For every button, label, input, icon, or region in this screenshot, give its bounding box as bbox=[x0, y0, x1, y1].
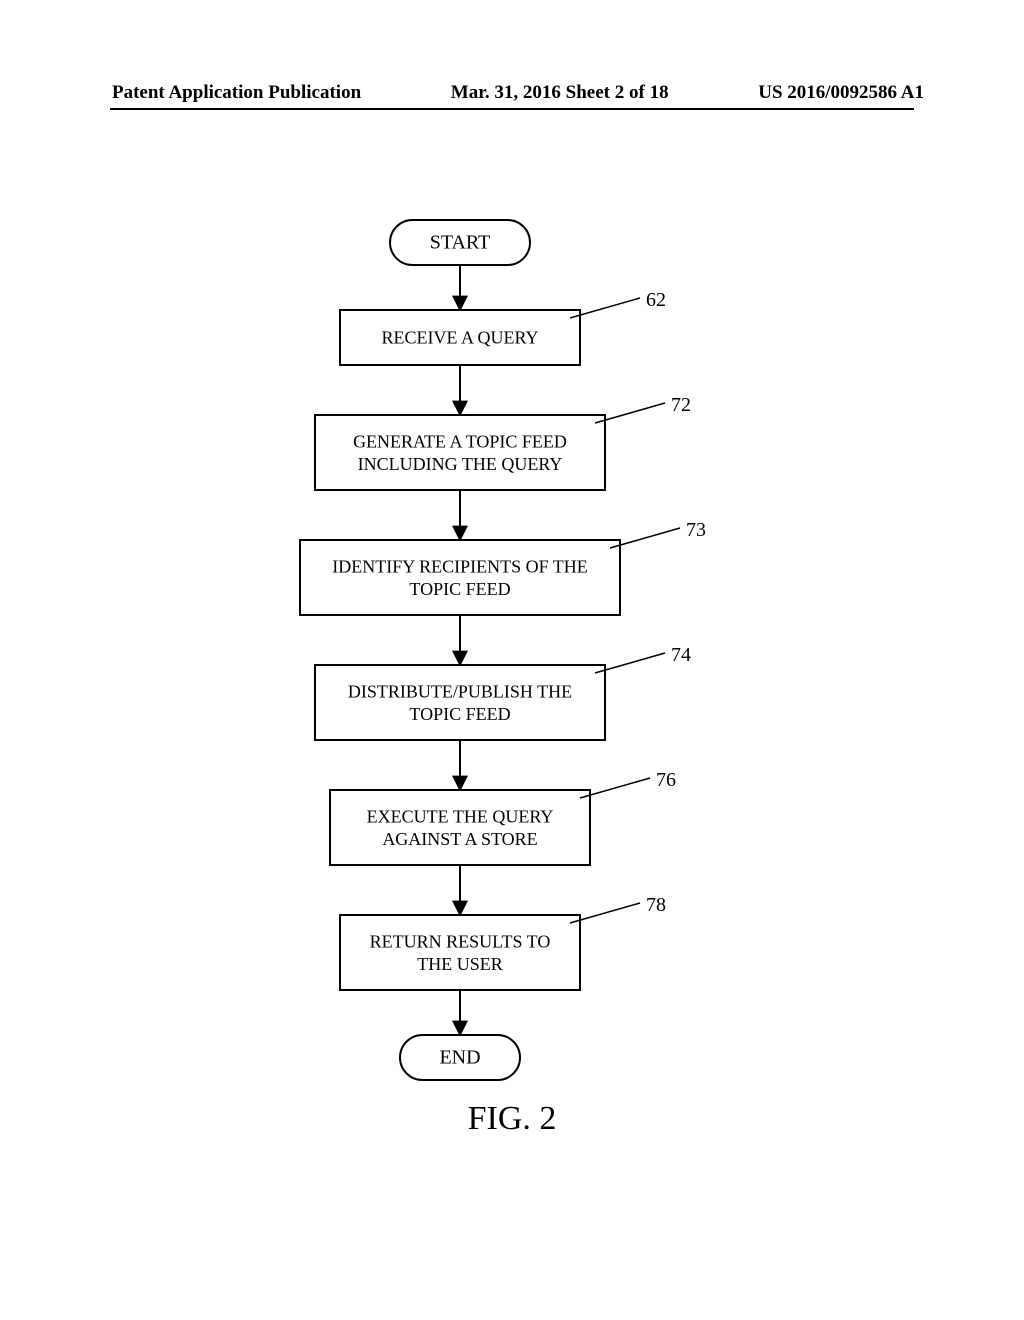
process-box-78 bbox=[340, 915, 580, 990]
process-label-62: RECEIVE A QUERY bbox=[381, 328, 538, 348]
flowchart-container: STARTRECEIVE A QUERY62GENERATE A TOPIC F… bbox=[0, 190, 1024, 1090]
ref-number-78: 78 bbox=[646, 894, 666, 916]
figure-caption: FIG. 2 bbox=[0, 1100, 1024, 1138]
process-box-72 bbox=[315, 415, 605, 490]
header-rule bbox=[110, 108, 914, 110]
ref-leader-62 bbox=[570, 298, 640, 318]
flowchart-svg: STARTRECEIVE A QUERY62GENERATE A TOPIC F… bbox=[0, 190, 1024, 1090]
terminal-label-start: START bbox=[430, 232, 491, 254]
page: Patent Application Publication Mar. 31, … bbox=[0, 0, 1024, 1320]
process-box-74 bbox=[315, 665, 605, 740]
ref-leader-78 bbox=[570, 903, 640, 923]
page-header: Patent Application Publication Mar. 31, … bbox=[0, 82, 1024, 104]
process-box-76 bbox=[330, 790, 590, 865]
ref-leader-73 bbox=[610, 528, 680, 548]
header-publication-type: Patent Application Publication bbox=[112, 82, 361, 104]
ref-number-73: 73 bbox=[686, 519, 706, 541]
ref-number-62: 62 bbox=[646, 289, 666, 311]
header-publication-number: US 2016/0092586 A1 bbox=[758, 82, 924, 104]
ref-leader-72 bbox=[595, 403, 665, 423]
header-date-sheet: Mar. 31, 2016 Sheet 2 of 18 bbox=[451, 82, 669, 104]
ref-number-74: 74 bbox=[671, 644, 691, 666]
terminal-label-end: END bbox=[439, 1047, 480, 1069]
process-box-73 bbox=[300, 540, 620, 615]
ref-leader-74 bbox=[595, 653, 665, 673]
ref-number-72: 72 bbox=[671, 394, 691, 416]
ref-number-76: 76 bbox=[656, 769, 676, 791]
ref-leader-76 bbox=[580, 778, 650, 798]
